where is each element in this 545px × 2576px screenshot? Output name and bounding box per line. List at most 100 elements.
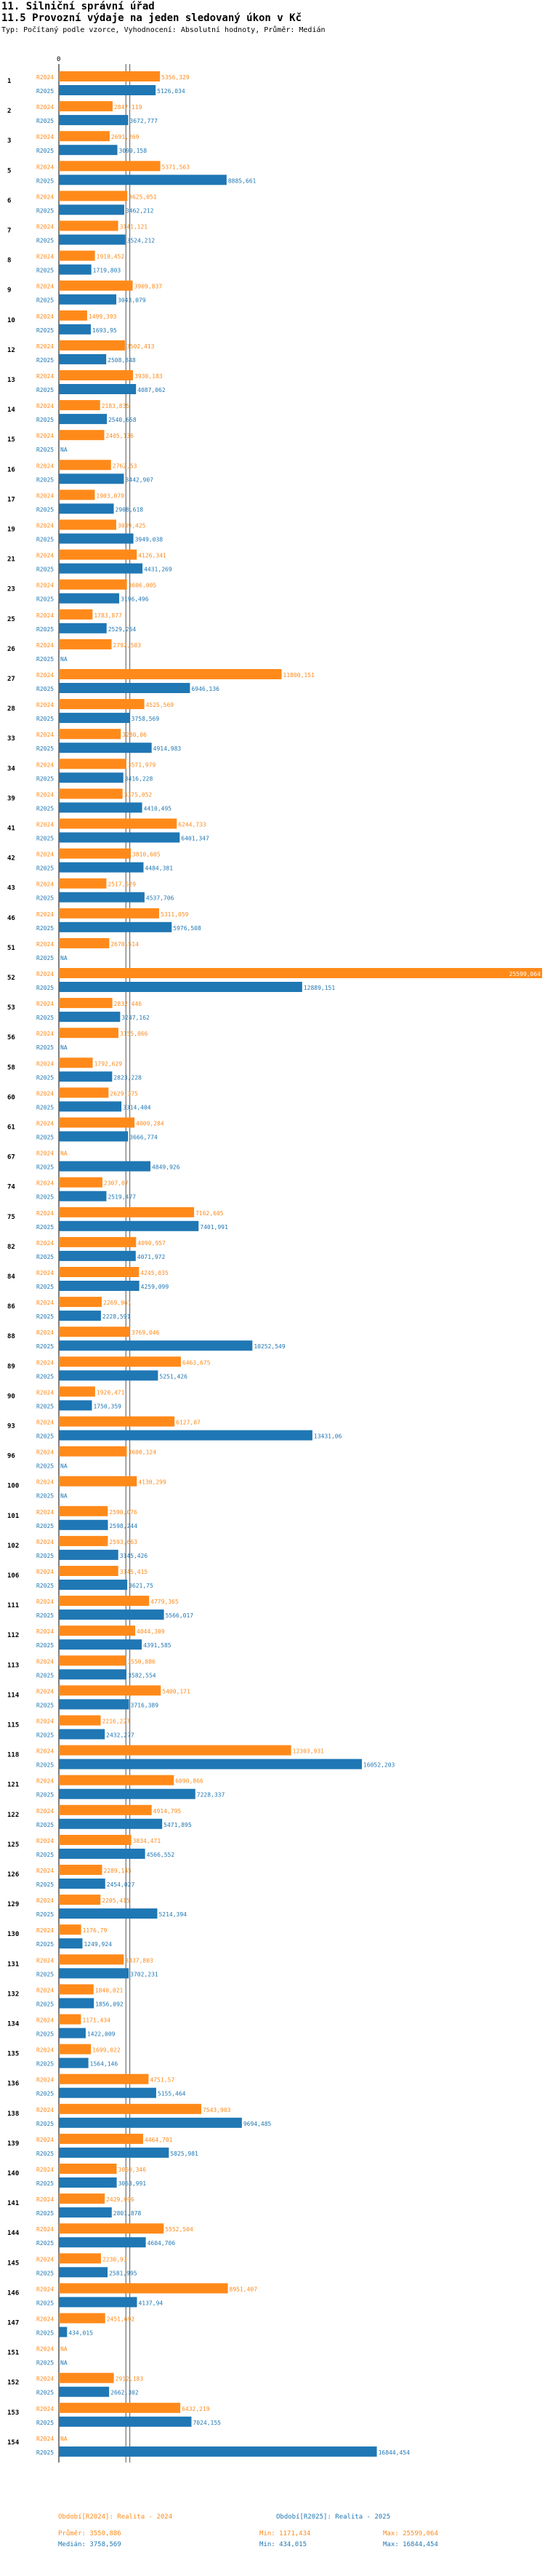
row-id-label: 89	[7, 1363, 15, 1370]
series-label-2024: R2024	[36, 1060, 54, 1067]
value-label-2024: 4464,701	[145, 2137, 173, 2143]
series-label-2024: R2024	[36, 2286, 54, 2292]
series-label-2024: R2024	[36, 1121, 54, 1127]
series-label-2025: R2025	[36, 1313, 54, 1320]
row-id-label: 100	[7, 1483, 19, 1490]
series-label-2024: R2024	[36, 1090, 54, 1097]
series-label-2024: R2024	[36, 373, 54, 380]
series-label-2025: R2025	[36, 865, 54, 872]
bar-2024	[59, 1476, 137, 1487]
row-id-label: 153	[7, 2409, 19, 2417]
series-label-2024: R2024	[36, 1389, 54, 1396]
series-label-2025: R2025	[36, 836, 54, 842]
bar-chart: 0 1 R2024 5356,329 R2025 5126,034 2 R2024 2847,1…	[7, 56, 542, 2463]
bar-2024	[59, 609, 93, 620]
value-label-2024: 8951,407	[230, 2286, 258, 2292]
bar-2025	[59, 2416, 192, 2427]
row-id-label: 145	[7, 2260, 19, 2267]
na-label-2025: NA	[60, 2360, 68, 2367]
value-label-2025: 4137,94	[138, 2300, 163, 2306]
series-label-2024: R2024	[36, 2346, 54, 2353]
value-label-2024: 4130,299	[138, 1479, 166, 1486]
value-label-2025: 3621,75	[129, 1583, 153, 1589]
row-id-label: 58	[7, 1064, 15, 1071]
value-label-2024: 2629,375	[110, 1090, 138, 1097]
series-label-2024: R2024	[36, 1270, 54, 1276]
bar-2025	[59, 264, 92, 275]
row-id-label: 39	[7, 795, 15, 802]
bar-2025	[59, 2147, 169, 2158]
bar-2024	[59, 1804, 152, 1815]
row-id-label: 139	[7, 2140, 19, 2148]
value-label-2024: 5400,171	[162, 1688, 190, 1695]
x-axis-zero-label: 0	[57, 56, 60, 63]
value-label-2024: 3625,051	[129, 193, 157, 200]
bar-2024	[59, 2014, 81, 2025]
value-label-2024: 3834,471	[133, 1838, 161, 1844]
value-label-2024: 2269,961	[103, 1300, 132, 1306]
bar-2024	[59, 878, 107, 889]
series-label-2024: R2024	[36, 642, 54, 649]
series-label-2025: R2025	[36, 1792, 54, 1799]
series-label-2025: R2025	[36, 1044, 54, 1051]
value-label-2024: 5311,059	[161, 911, 189, 918]
series-label-2024: R2024	[36, 1748, 54, 1755]
value-label-2025: 3043,079	[118, 297, 146, 304]
value-label-2025: 13431,06	[314, 1433, 342, 1440]
bar-2024	[59, 2402, 181, 2413]
bar-2024	[59, 699, 145, 710]
value-label-2024: 2307,07	[104, 1180, 129, 1187]
value-label-2024: 4245,035	[140, 1270, 169, 1276]
series-label-2024: R2024	[36, 74, 54, 81]
bar-2024	[59, 2193, 105, 2204]
series-label-2024: R2024	[36, 1868, 54, 1874]
value-label-2025: 1249,924	[84, 1941, 112, 1948]
bar-2025	[59, 115, 129, 126]
series-label-2025: R2025	[36, 447, 54, 453]
row-id-label: 19	[7, 527, 15, 534]
value-label-2025: 8885,661	[228, 177, 257, 184]
bar-2025	[59, 2446, 377, 2457]
value-label-2025: 6946,136	[191, 686, 219, 692]
row-id-label: 102	[7, 1543, 19, 1550]
series-label-2024: R2024	[36, 1808, 54, 1815]
row-id-label: 75	[7, 1214, 15, 1221]
bar-2024	[59, 2283, 228, 2294]
value-label-2025: 2662,302	[110, 2390, 139, 2396]
series-label-2025: R2025	[36, 1941, 54, 1948]
series-label-2025: R2025	[36, 805, 54, 812]
series-label-2025: R2025	[36, 2420, 54, 2426]
value-label-2024: 1699,022	[92, 2047, 121, 2054]
value-label-2025: 2519,477	[108, 1194, 136, 1201]
series-label-2024: R2024	[36, 2436, 54, 2442]
bar-2025	[59, 1998, 94, 2009]
series-label-2025: R2025	[36, 596, 54, 603]
series-label-2024: R2024	[36, 1001, 54, 1007]
na-label-2024: NA	[60, 2346, 68, 2353]
row-id-label: 146	[7, 2289, 19, 2297]
series-label-2025: R2025	[36, 925, 54, 932]
value-label-2024: 2289,145	[103, 1868, 132, 1874]
row-id-label: 17	[7, 496, 15, 503]
bar-2025	[59, 1848, 145, 1859]
value-label-2024: 4090,957	[137, 1240, 166, 1247]
bar-2024	[59, 1297, 102, 1308]
bar-2025	[59, 1759, 362, 1769]
value-label-2025: 4484,381	[145, 865, 173, 872]
legend-2024-max: Max: 25599,064	[383, 2530, 438, 2537]
series-label-2024: R2024	[36, 254, 54, 260]
row-id-label: 118	[7, 1752, 19, 1759]
bar-2025	[59, 1220, 199, 1231]
bar-2024	[59, 1505, 108, 1516]
row-id-label: 113	[7, 1662, 19, 1669]
report-section-title: 11. Silniční správní úřad	[1, 1, 155, 12]
bar-2024	[59, 1057, 93, 1068]
bar-2024	[59, 818, 177, 829]
row-id-label: 136	[7, 2081, 19, 2088]
legend-2025-title: Období[R2025]: Realita - 2025	[276, 2513, 391, 2521]
row-id-label: 53	[7, 1004, 15, 1012]
series-label-2025: R2025	[36, 2449, 54, 2456]
series-label-2024: R2024	[36, 193, 54, 200]
bar-2025	[59, 2207, 112, 2218]
value-label-2025: 3314,404	[123, 1104, 151, 1111]
